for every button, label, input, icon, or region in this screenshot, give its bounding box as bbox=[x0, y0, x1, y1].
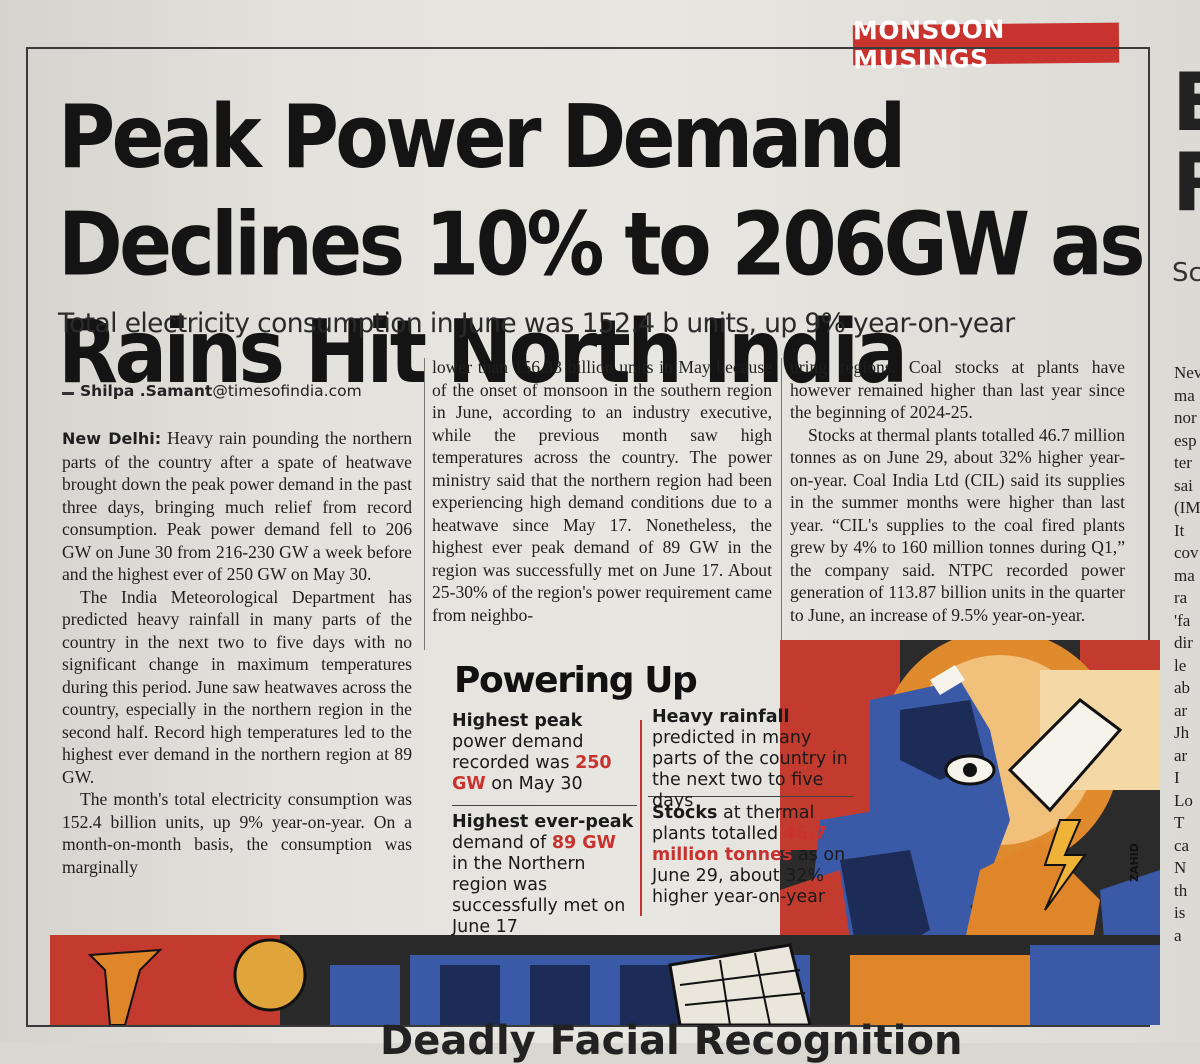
adjacent-text-fragment: (IM bbox=[1174, 498, 1200, 517]
fact-text: as on June 29, about 32% higher year-on-… bbox=[652, 845, 846, 907]
deck: Total electricity consumption in June wa… bbox=[58, 308, 1015, 339]
fact-text: power demand recorded was bbox=[452, 732, 584, 773]
column-rule-2 bbox=[781, 358, 782, 650]
fact-highlight: 46.7 million tonnes bbox=[652, 824, 827, 865]
body-column-3: uring regions. Coal stocks at plants hav… bbox=[790, 356, 1125, 626]
fact-highest-peak: Highest peak power demand recorded was 2… bbox=[452, 711, 637, 795]
byline-name: Shilpa .Samant bbox=[80, 382, 213, 400]
byline: Shilpa .Samant@timesofindia.com bbox=[80, 382, 362, 400]
factbox-title: Powering Up bbox=[454, 660, 698, 701]
body-paragraph: Stocks at thermal plants totalled 46.7 m… bbox=[790, 424, 1125, 625]
factbox-divider-vertical bbox=[640, 720, 642, 916]
body-paragraph: uring regions. Coal stocks at plants hav… bbox=[790, 357, 1125, 422]
column-rule-1 bbox=[424, 358, 425, 650]
adjacent-text-fragment: ab bbox=[1174, 678, 1191, 697]
adjacent-text-fragment: ma bbox=[1174, 385, 1195, 405]
adjacent-text-fragment: cov bbox=[1174, 543, 1199, 562]
fact-text: demand of bbox=[452, 833, 552, 853]
fact-text: at thermal plants totalled bbox=[652, 803, 815, 844]
adjacent-text-fragment: 'fa bbox=[1174, 610, 1191, 630]
adjacent-text-fragment: ca bbox=[1174, 835, 1190, 855]
adjacent-text-fragment: ar bbox=[1174, 745, 1188, 765]
body-paragraph: The month's total electricity consumptio… bbox=[62, 789, 412, 877]
fact-stocks: Stocks at thermal plants totalled 46.7 m… bbox=[652, 803, 852, 908]
transmission-tower-illustration bbox=[50, 935, 1160, 1025]
adjacent-text-fragment: Nev bbox=[1174, 363, 1200, 382]
adjacent-text-fragment: a bbox=[1174, 925, 1182, 945]
adjacent-text-fragment: nor bbox=[1174, 408, 1197, 427]
factbox-divider-right bbox=[648, 796, 853, 797]
adjacent-deck-fragment: Sc bbox=[1172, 258, 1200, 288]
adjacent-text-fragment: Jh bbox=[1174, 723, 1190, 742]
fact-label: Stocks bbox=[652, 803, 718, 823]
adjacent-text-fragment: le bbox=[1174, 655, 1187, 675]
illustration-credit: ZAHID bbox=[1128, 843, 1141, 882]
solar-panel-illustration bbox=[668, 943, 812, 1025]
lightning-icon bbox=[1043, 819, 1087, 911]
fact-highest-ever-peak: Highest ever-peak demand of 89 GW in the… bbox=[452, 812, 637, 938]
dateline: New Delhi: bbox=[62, 429, 162, 448]
adjacent-text-fragment: dir bbox=[1174, 633, 1193, 652]
fact-label: Heavy rainfall bbox=[652, 707, 790, 727]
fact-highlight: 250 GW bbox=[452, 753, 612, 794]
adjacent-text-fragment: ar bbox=[1174, 700, 1188, 720]
adjacent-text-fragment: ma bbox=[1174, 565, 1195, 585]
adjacent-text-fragment: ter bbox=[1174, 453, 1192, 472]
adjacent-text-fragment: esp bbox=[1174, 430, 1197, 450]
fact-text: predicted in many parts of the country i… bbox=[652, 728, 848, 811]
fact-heavy-rainfall: Heavy rainfall predicted in many parts o… bbox=[652, 707, 852, 812]
body-column-1: New Delhi: Heavy rain pounding the north… bbox=[62, 427, 412, 878]
fact-label: Highest ever-peak bbox=[452, 812, 634, 832]
article-frame bbox=[26, 47, 1150, 1027]
fact-highlight: 89 GW bbox=[551, 833, 616, 853]
body-column-2: lower than 156.33 billion units in May b… bbox=[432, 356, 772, 626]
adjacent-text-fragment: ra bbox=[1174, 588, 1188, 607]
next-article-headline-fragment: Deadly Facial Recognition bbox=[380, 1018, 963, 1064]
fact-label: Highest peak bbox=[452, 711, 583, 731]
body-paragraph: New Delhi: Heavy rain pounding the north… bbox=[62, 427, 412, 586]
adjacent-text-fragment: sai bbox=[1174, 475, 1193, 495]
paragraph-text: Heavy rain pounding the northern parts o… bbox=[62, 428, 412, 584]
adjacent-headline-fragment-1: E bbox=[1172, 56, 1200, 149]
adjacent-text-fragment: I bbox=[1174, 768, 1180, 787]
adjacent-text-fragment: T bbox=[1174, 813, 1185, 832]
body-paragraph: The India Meteorological Department has … bbox=[62, 586, 412, 787]
adjacent-text-lines: Nev ma nor esp ter sai (IM It cov ma ra 'fa dir le ab a… bbox=[1174, 362, 1200, 947]
adjacent-column: E R Sc Nev ma nor esp ter sai (IM It cov ma ra 'fa d… bbox=[1160, 0, 1200, 1043]
adjacent-headline-fragment-2: R bbox=[1172, 143, 1200, 221]
byline-email[interactable]: @timesofindia.com bbox=[212, 382, 362, 400]
adjacent-text-fragment: is bbox=[1174, 903, 1186, 922]
adjacent-text-fragment: N bbox=[1174, 858, 1187, 877]
adjacent-text-fragment: th bbox=[1174, 880, 1188, 900]
headline: Peak Power Demand Declines 10% to 206GW … bbox=[58, 87, 1146, 404]
byline-marker bbox=[62, 392, 74, 395]
body-paragraph: lower than 156.33 billion units in May b… bbox=[432, 357, 772, 625]
adjacent-text-fragment: Lo bbox=[1174, 790, 1193, 810]
adjacent-text-fragment: It bbox=[1174, 520, 1185, 540]
factbox-divider-left bbox=[452, 805, 637, 806]
fact-text: on May 30 bbox=[485, 774, 583, 794]
fact-text: in the Northern region was successfully … bbox=[452, 854, 626, 937]
